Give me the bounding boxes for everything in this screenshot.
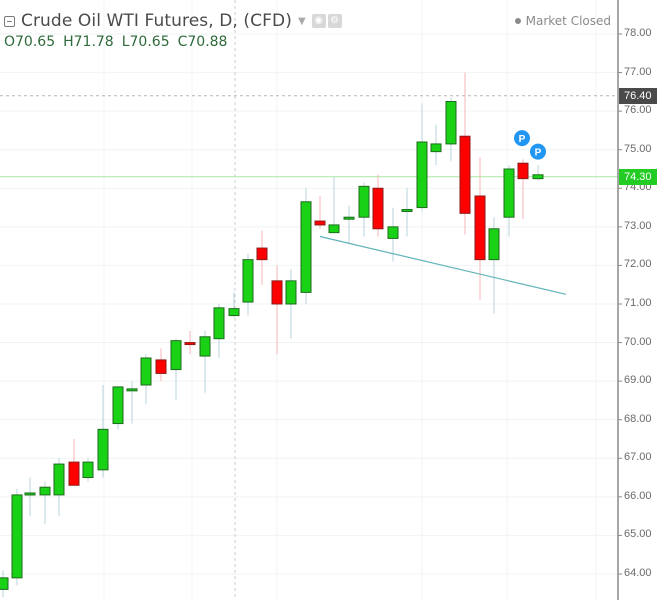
candle-body[interactable]: [97, 428, 109, 471]
price-axis-label: 73.00: [624, 219, 652, 232]
candle-body[interactable]: [112, 386, 124, 425]
candle-body[interactable]: [256, 247, 268, 261]
candle-body[interactable]: [503, 168, 515, 218]
candle-body[interactable]: [140, 357, 152, 386]
price-axis-label: 72.00: [624, 258, 652, 271]
status-dot-icon: [514, 18, 521, 24]
price-axis-label: 65.00: [624, 528, 652, 541]
candle-body[interactable]: [155, 359, 167, 374]
candle-body[interactable]: [358, 185, 370, 218]
last-price-tag: 74.30: [619, 168, 657, 185]
high-value: H71.78: [63, 34, 114, 50]
candle-body[interactable]: [314, 220, 326, 226]
candle-body[interactable]: [328, 224, 340, 234]
candle-body[interactable]: [126, 388, 138, 392]
price-axis-label: 67.00: [624, 451, 652, 464]
candle-body[interactable]: [517, 162, 529, 180]
trend-line[interactable]: [319, 235, 567, 295]
chart-legend: Crude Oil WTI Futures, D, (CFD) ▼ ◉ ⚙ O7…: [4, 9, 342, 50]
market-status-label: Market Closed: [525, 14, 611, 28]
chevron-down-icon[interactable]: ▼: [297, 15, 306, 27]
market-status: Market Closed: [514, 14, 611, 28]
candle-body[interactable]: [39, 486, 51, 496]
candle-body[interactable]: [0, 577, 9, 590]
candle-body[interactable]: [271, 280, 283, 305]
candle-body[interactable]: [68, 461, 80, 486]
low-value: L70.65: [121, 34, 170, 50]
candle-body[interactable]: [228, 308, 240, 317]
price-axis-label: 70.00: [624, 335, 652, 348]
candle-body[interactable]: [285, 280, 297, 305]
candle-body[interactable]: [372, 187, 384, 230]
candle-body[interactable]: [199, 336, 211, 357]
candle-body[interactable]: [11, 494, 23, 579]
candle-body[interactable]: [213, 307, 225, 340]
candle-body[interactable]: [430, 143, 442, 153]
marker-label: P: [519, 134, 526, 145]
candle-body[interactable]: [53, 463, 65, 496]
price-axis-label: 66.00: [624, 489, 652, 502]
dividend-marker-icon[interactable]: [514, 130, 530, 147]
candle-body[interactable]: [459, 135, 471, 214]
dashed-level-tag: 76.40: [619, 87, 657, 104]
price-axis-label: 71.00: [624, 296, 652, 309]
eye-icon[interactable]: ◉: [311, 14, 326, 28]
open-value: O70.65: [4, 34, 56, 50]
price-axis-label: 76.00: [624, 104, 652, 117]
dividend-marker-icon[interactable]: [530, 143, 546, 160]
candle-body[interactable]: [488, 228, 500, 261]
price-axis-label: 68.00: [624, 412, 652, 425]
candle-body[interactable]: [387, 226, 399, 239]
candle-body[interactable]: [532, 174, 544, 180]
price-axis-label: 77.00: [624, 65, 652, 78]
candle-body[interactable]: [242, 259, 254, 303]
gear-icon[interactable]: ⚙: [327, 14, 342, 28]
candle-body[interactable]: [343, 216, 355, 220]
close-value: C70.88: [177, 34, 228, 50]
ohlc-values: O70.65 H71.78 L70.65 C70.88: [4, 34, 342, 50]
candle-body[interactable]: [170, 340, 182, 371]
marker-label: P: [535, 148, 542, 159]
candle-body[interactable]: [184, 342, 196, 346]
candle-body[interactable]: [416, 141, 428, 209]
price-axis-label: 64.00: [624, 566, 652, 579]
candle-body[interactable]: [300, 201, 312, 293]
symbol-title[interactable]: Crude Oil WTI Futures, D, (CFD): [21, 11, 292, 31]
price-axis-label: 75.00: [624, 142, 652, 155]
price-axis-label: 78.00: [624, 27, 652, 39]
collapse-icon[interactable]: [4, 15, 15, 27]
candle-body[interactable]: [82, 461, 94, 479]
candle-body[interactable]: [24, 492, 36, 496]
price-axis-label: 69.00: [624, 374, 652, 387]
candle-body[interactable]: [474, 195, 486, 261]
candle-body[interactable]: [445, 100, 457, 145]
candle-body[interactable]: [401, 208, 413, 212]
